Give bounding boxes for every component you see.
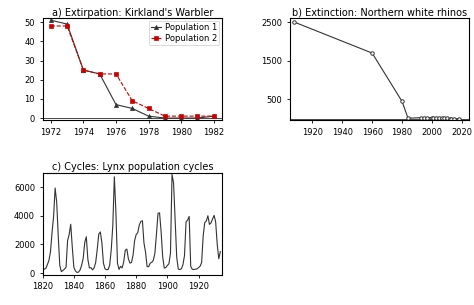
Population 2 (81, 68, 86, 72)
Title: b) Extinction: Northern white rhinos: b) Extinction: Northern white rhinos (292, 8, 467, 17)
Population 2 (48, 24, 54, 28)
Population 1 (48, 18, 54, 22)
Population 2 (162, 114, 168, 118)
Population 1 (113, 103, 119, 106)
Population 1 (81, 68, 86, 72)
Population 2 (195, 114, 201, 118)
Population 1 (195, 116, 201, 120)
Population 1 (129, 107, 135, 110)
Population 1 (211, 114, 217, 118)
Title: a) Extirpation: Kirkland's Warbler: a) Extirpation: Kirkland's Warbler (52, 8, 213, 17)
Population 1 (178, 116, 184, 120)
Line: Population 2: Population 2 (49, 24, 216, 118)
Population 1 (146, 114, 151, 118)
Title: c) Cycles: Lynx population cycles: c) Cycles: Lynx population cycles (52, 162, 213, 172)
Population 1 (162, 116, 168, 120)
Population 2 (146, 107, 151, 110)
Population 2 (113, 72, 119, 76)
Population 2 (211, 114, 217, 118)
Population 1 (97, 72, 102, 76)
Population 2 (64, 24, 70, 28)
Population 2 (97, 72, 102, 76)
Population 1 (64, 22, 70, 26)
Line: Population 1: Population 1 (49, 18, 216, 120)
Legend: Population 1, Population 2: Population 1, Population 2 (149, 21, 219, 45)
Population 2 (178, 114, 184, 118)
Population 2 (129, 99, 135, 102)
